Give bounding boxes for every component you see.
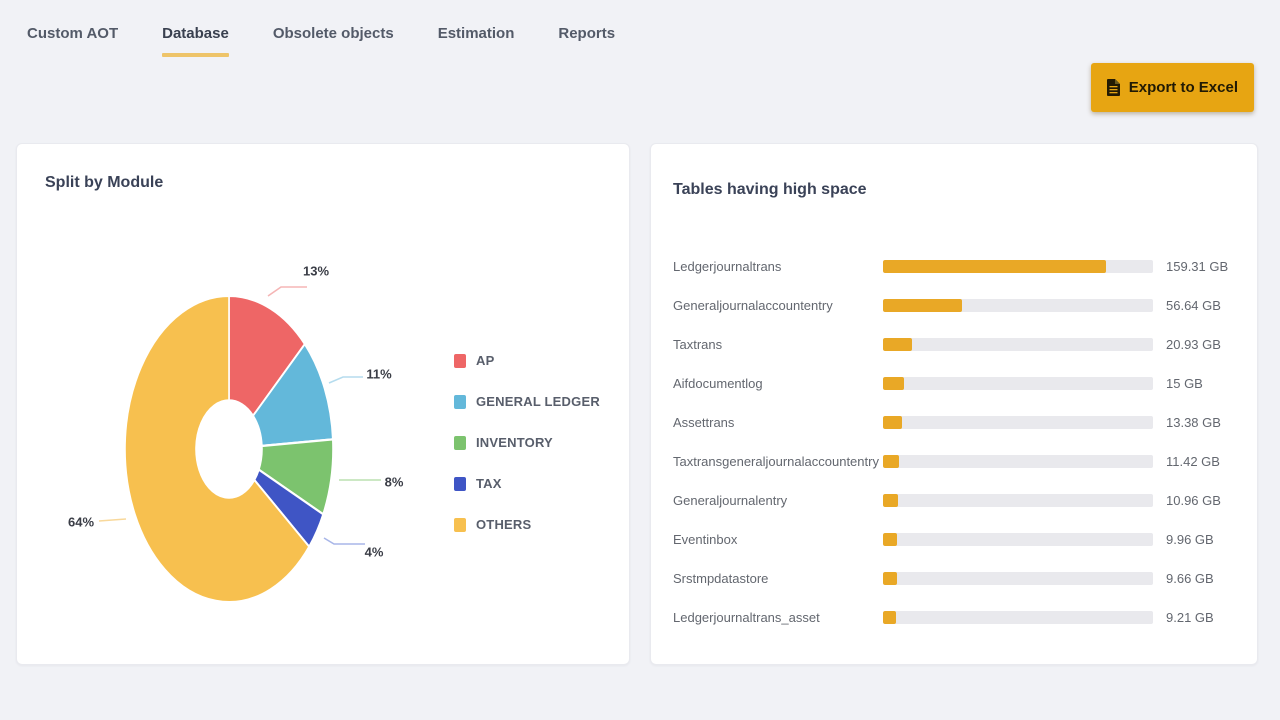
table-row: Taxtransgeneraljournalaccountentry 11.42 … [673, 442, 1243, 481]
table-name-generaljournalaccountentry: Generaljournalaccountentry [673, 298, 833, 313]
table-name-ledgerjournaltrans-asset: Ledgerjournaltrans_asset [673, 610, 820, 625]
pie-value-label-general-ledger: 11% [366, 366, 392, 382]
legend-item-others[interactable]: OTHERS [454, 517, 600, 532]
table-row: Ledgerjournaltrans_asset 9.21 GB [673, 598, 1243, 637]
space-bar-fill [883, 338, 913, 351]
space-bar-fill [883, 572, 897, 585]
space-value-assettrans: 13.38 GB [1166, 415, 1221, 430]
space-value-ledgerjournaltrans: 159.31 GB [1166, 259, 1229, 274]
legend-item-tax[interactable]: TAX [454, 476, 600, 491]
space-bar-track [883, 260, 1153, 273]
space-bar-track [883, 572, 1153, 585]
table-name-taxtransgeneraljournalaccountentry: Taxtransgeneraljournalaccountentry [673, 454, 879, 469]
pie-legend: AP GENERAL LEDGER INVENTORY TAX OTHERS [454, 353, 600, 558]
space-bar-track [883, 416, 1153, 429]
space-bar-fill [883, 494, 899, 507]
legend-item-ap[interactable]: AP [454, 353, 600, 368]
space-bar-track [883, 377, 1153, 390]
table-row: Srstmpdatastore 9.66 GB [673, 559, 1243, 598]
space-bar-track [883, 533, 1153, 546]
excel-file-icon [1106, 79, 1120, 96]
table-row: Ledgerjournaltrans 159.31 GB [673, 247, 1243, 286]
space-bar-fill [883, 533, 897, 546]
table-row: Taxtrans 20.93 GB [673, 325, 1243, 364]
table-name-generaljournalentry: Generaljournalentry [673, 493, 788, 508]
space-bar-fill [883, 299, 963, 312]
table-name-srstmpdatastore: Srstmpdatastore [673, 571, 769, 586]
export-to-excel-label: Export to Excel [1128, 79, 1238, 96]
pie-slice-ap[interactable] [228, 294, 306, 417]
export-to-excel-button[interactable]: Export to Excel [1090, 63, 1254, 112]
tab-database[interactable]: Database [162, 24, 229, 57]
tab-obsolete-objects[interactable]: Obsolete objects [272, 24, 394, 42]
legend-label-ap: AP [476, 353, 495, 368]
pie-slice-others[interactable] [124, 294, 310, 604]
space-bar-track [883, 299, 1153, 312]
module-donut-chart [124, 294, 334, 604]
bars-card-title: Tables having high space [673, 181, 867, 198]
legend-swatch-others [454, 517, 466, 532]
space-bar-track [883, 338, 1153, 351]
space-value-generaljournalaccountentry: 56.64 GB [1166, 298, 1221, 313]
table-name-ledgerjournaltrans: Ledgerjournaltrans [673, 259, 782, 274]
legend-label-tax: TAX [476, 476, 502, 491]
legend-label-inventory: INVENTORY [476, 435, 553, 450]
pie-value-label-others: 64% [67, 514, 95, 530]
tab-custom-aot[interactable]: Custom AOT [27, 24, 119, 42]
pie-value-label-ap: 13% [302, 263, 330, 279]
legend-item-general-ledger[interactable]: GENERAL LEDGER [454, 394, 600, 409]
tab-estimation[interactable]: Estimation [437, 24, 515, 42]
legend-item-inventory[interactable]: INVENTORY [454, 435, 600, 450]
split-by-module-card: Split by Module AP GENERAL LEDGER INVENTOR… [16, 143, 630, 665]
table-name-eventinbox: Eventinbox [673, 532, 738, 547]
space-bar-track [883, 455, 1153, 468]
space-value-aifdocumentlog: 15 GB [1166, 376, 1203, 391]
space-bar-fill [883, 260, 1106, 273]
space-bar-fill [883, 611, 896, 624]
table-row: Generaljournalaccountentry 56.64 GB [673, 286, 1243, 325]
space-bar-fill [883, 377, 904, 390]
space-bar-track [883, 611, 1153, 624]
space-value-ledgerjournaltrans-asset: 9.21 GB [1166, 610, 1214, 625]
legend-swatch-general-ledger [454, 394, 466, 409]
legend-swatch-ap [454, 353, 466, 368]
legend-label-others: OTHERS [476, 517, 532, 532]
table-row: Aifdocumentlog 15 GB [673, 364, 1243, 403]
tab-bar: Custom AOT Database Obsolete objects Estima… [0, 0, 1280, 66]
table-name-taxtrans: Taxtrans [673, 337, 723, 352]
pie-value-label-tax: 4% [364, 544, 384, 560]
space-bar-track [883, 494, 1153, 507]
legend-swatch-tax [454, 476, 466, 491]
space-value-eventinbox: 9.96 GB [1166, 532, 1214, 547]
table-row: Eventinbox 9.96 GB [673, 520, 1243, 559]
table-row: Assettrans 13.38 GB [673, 403, 1243, 442]
tab-reports[interactable]: Reports [558, 24, 616, 42]
space-value-taxtrans: 20.93 GB [1166, 337, 1221, 352]
table-name-assettrans: Assettrans [673, 415, 735, 430]
legend-label-general-ledger: GENERAL LEDGER [476, 394, 600, 409]
table-name-aifdocumentlog: Aifdocumentlog [673, 376, 763, 391]
space-value-srstmpdatastore: 9.66 GB [1166, 571, 1214, 586]
space-value-taxtransgeneraljournalaccountentry: 11.42 GB [1166, 454, 1220, 469]
legend-swatch-inventory [454, 435, 466, 450]
table-space-rows: Ledgerjournaltrans 159.31 GB Generaljourna… [673, 247, 1243, 637]
space-bar-fill [883, 455, 899, 468]
table-row: Generaljournalentry 10.96 GB [673, 481, 1243, 520]
tables-high-space-card: Tables having high space Ledgerjournaltr… [650, 143, 1258, 665]
pie-value-label-inventory: 8% [384, 474, 404, 490]
space-bar-fill [883, 416, 902, 429]
space-value-generaljournalentry: 10.96 GB [1166, 493, 1221, 508]
pie-card-title: Split by Module [45, 174, 164, 191]
